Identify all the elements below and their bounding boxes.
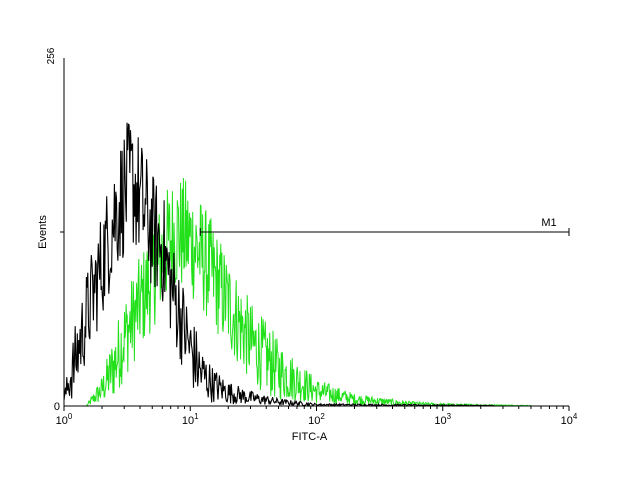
y-tick-label-0: 0 — [54, 401, 60, 413]
x-ticks-layer: 100 101 102 103 104 — [56, 406, 578, 427]
x-tick-label-0: 100 — [56, 412, 73, 427]
x-tick-label-2: 102 — [308, 412, 325, 427]
x-tick-label-1: 101 — [182, 412, 199, 427]
y-axis-label: Events — [37, 215, 49, 249]
x-tick-label-4: 104 — [561, 412, 578, 427]
m1-label: M1 — [541, 217, 556, 229]
marker-layer: M1 — [199, 217, 570, 236]
x-axis-label: FITC-A — [292, 431, 328, 443]
y-tick-label-top: 256 — [46, 47, 57, 64]
series-layer — [63, 122, 569, 408]
black-series-trace — [63, 122, 569, 408]
x-tick-label-3: 103 — [434, 412, 451, 427]
